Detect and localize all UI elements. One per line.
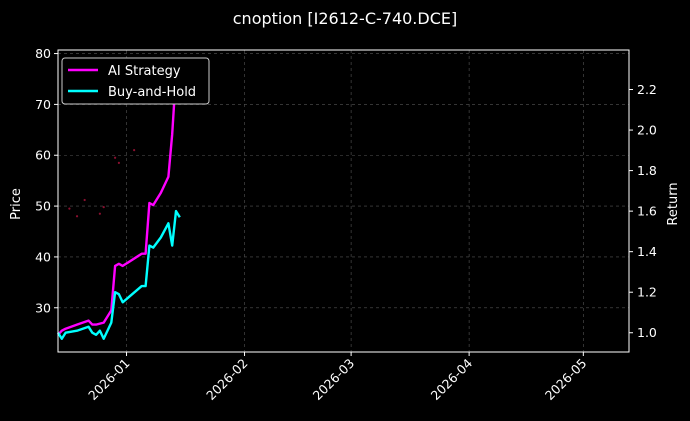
legend-label-buy-and-hold: Buy-and-Hold	[108, 85, 196, 100]
y-tick-label: 50	[35, 199, 51, 214]
y-tick-label: 30	[35, 300, 51, 315]
y2-tick-label: 1.2	[637, 285, 657, 300]
price-point	[114, 156, 117, 159]
y2-tick-label: 1.6	[637, 204, 657, 219]
y-tick-label: 70	[35, 97, 51, 112]
series-line-ai-strategy	[57, 73, 178, 336]
x-tick-label: 2026-04	[428, 355, 476, 403]
price-point	[117, 161, 121, 164]
y2-axis-title: Return	[666, 182, 681, 225]
price-point	[133, 149, 136, 152]
price-point	[68, 207, 71, 210]
legend: AI Strategy Buy-and-Hold	[61, 57, 210, 105]
legend-box	[61, 57, 210, 105]
grid	[58, 50, 629, 352]
y-axis-title: Price	[9, 188, 24, 220]
price-point	[102, 206, 105, 209]
plot-frame	[57, 49, 630, 353]
legend-label-ai-strategy: AI Strategy	[108, 64, 181, 79]
x-tick-label: 2026-03	[310, 356, 358, 404]
y2-tick-label: 2.2	[637, 82, 657, 97]
y2-tick-label: 1.0	[637, 325, 657, 340]
price-point	[98, 212, 101, 215]
price-point	[75, 215, 79, 218]
price-point	[83, 198, 86, 202]
y-tick-label: 80	[35, 46, 51, 61]
series-line-buy-and-hold	[56, 209, 181, 340]
x-tick-label: 2026-02	[203, 356, 251, 404]
y2-tick-label: 1.8	[637, 163, 657, 178]
chart-title: cnoption [I2612-C-740.DCE]	[233, 9, 457, 28]
y-tick-label: 60	[35, 148, 51, 163]
y2-tick-label: 2.0	[637, 123, 657, 138]
y2-tick-label: 1.4	[637, 244, 657, 259]
series-lines	[56, 73, 181, 340]
x-tick-label: 2026-05	[542, 356, 590, 404]
y-tick-label: 40	[35, 249, 51, 264]
price-points	[68, 149, 136, 218]
x-tick-label: 2026-01	[85, 356, 133, 404]
